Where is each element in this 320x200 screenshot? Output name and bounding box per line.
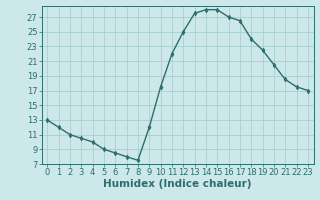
X-axis label: Humidex (Indice chaleur): Humidex (Indice chaleur): [103, 179, 252, 189]
